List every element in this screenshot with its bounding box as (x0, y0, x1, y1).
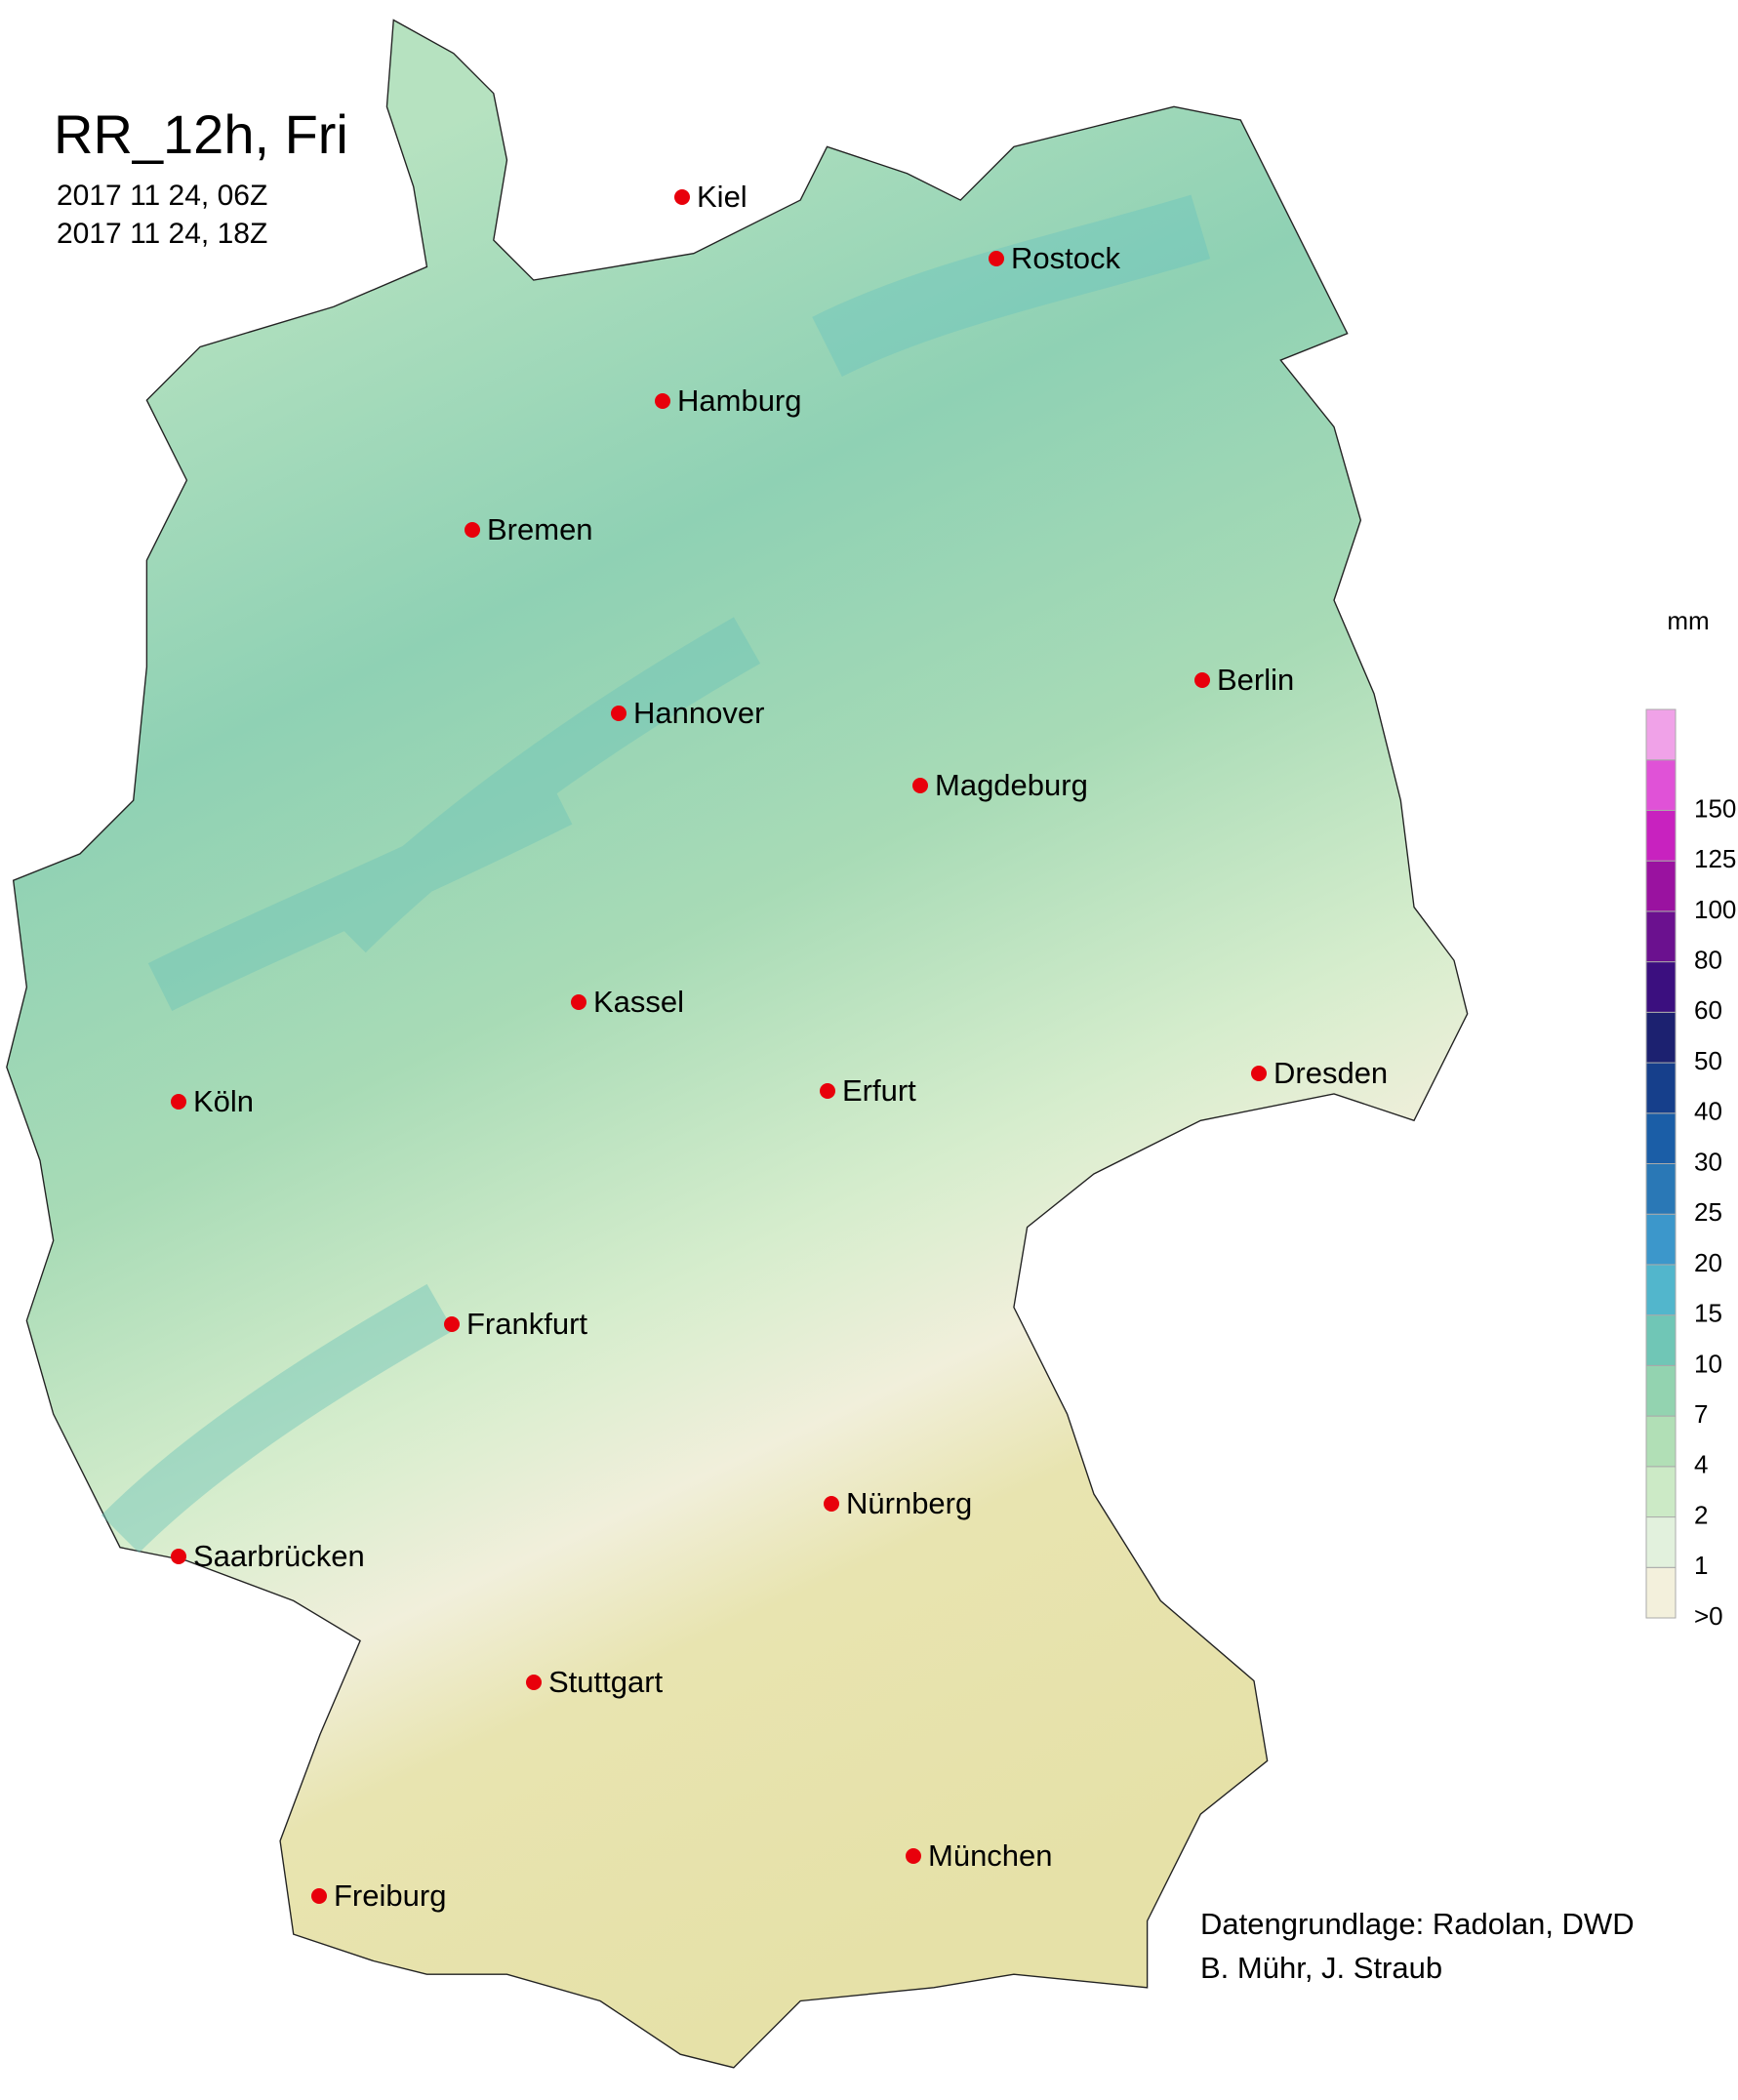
legend-label: 20 (1694, 1248, 1722, 1277)
legend-label: 15 (1694, 1299, 1722, 1328)
legend-label: 2 (1694, 1500, 1708, 1529)
city-label: Kiel (697, 180, 748, 214)
city-dot (171, 1094, 186, 1110)
city-label: Hamburg (677, 384, 802, 418)
city-dot (674, 189, 690, 205)
legend-label: 80 (1694, 945, 1722, 974)
city-dot (1251, 1066, 1267, 1081)
city-dot (906, 1848, 921, 1864)
legend-swatch (1645, 1062, 1677, 1114)
city-dot (444, 1316, 460, 1332)
city-label: Freiburg (334, 1878, 446, 1913)
legend-swatch (1645, 1213, 1677, 1266)
legend-label: 50 (1694, 1046, 1722, 1075)
city-label: Magdeburg (935, 768, 1088, 802)
legend-label: 10 (1694, 1349, 1722, 1378)
city-dot (465, 522, 480, 538)
city-dot (526, 1675, 542, 1690)
legend-label: 25 (1694, 1197, 1722, 1227)
city-label: Frankfurt (466, 1307, 587, 1341)
legend-swatch (1645, 1314, 1677, 1366)
legend-swatch (1645, 809, 1677, 862)
legend-label: 150 (1694, 793, 1736, 823)
legend-swatch (1645, 1415, 1677, 1468)
legend-label: 1 (1694, 1551, 1708, 1580)
legend-swatch (1645, 1264, 1677, 1316)
city-label: Saarbrücken (193, 1539, 365, 1573)
legend-label: 4 (1694, 1450, 1708, 1479)
legend-label: 40 (1694, 1097, 1722, 1126)
legend-unit: mm (1667, 606, 1709, 635)
city-label: München (928, 1838, 1053, 1873)
city-label: Dresden (1273, 1056, 1388, 1090)
legend-swatch (1645, 708, 1677, 761)
city-label: Köln (193, 1084, 254, 1118)
legend-label: 30 (1694, 1147, 1722, 1176)
city-dot (824, 1496, 839, 1512)
legend-swatch (1645, 1566, 1677, 1619)
city-dot (655, 393, 670, 409)
city-label: Stuttgart (548, 1665, 664, 1699)
city-dot (912, 778, 928, 793)
germany (6, 19, 1469, 2069)
legend-swatch (1645, 910, 1677, 963)
legend-swatch (1645, 961, 1677, 1013)
legend-swatch (1645, 860, 1677, 912)
legend-swatch (1645, 1466, 1677, 1518)
legend-label: 60 (1694, 995, 1722, 1025)
date: 2017 11 24, 06Z (57, 180, 267, 212)
legend-swatch (1645, 1112, 1677, 1165)
legend-label: >0 (1694, 1601, 1723, 1631)
city-label: Rostock (1011, 241, 1120, 275)
legend-swatch (1645, 1163, 1677, 1215)
credit: Datengrundlage: Radolan, DWD (1200, 1907, 1635, 1941)
legend-swatch (1645, 759, 1677, 811)
legend-label: 100 (1694, 895, 1736, 924)
city-label: Erfurt (842, 1073, 916, 1108)
city-dot (989, 251, 1004, 266)
city-dot (571, 994, 586, 1010)
city-dot (611, 706, 626, 721)
city-label: Nürnberg (846, 1486, 972, 1520)
legend-swatch (1645, 1364, 1677, 1417)
title: RR_12h, Fri (54, 103, 348, 165)
city-dot (1194, 672, 1210, 688)
legend-label: 125 (1694, 844, 1736, 873)
city-label: Hannover (633, 696, 764, 730)
city-dot (171, 1549, 186, 1564)
credit: B. Mühr, J. Straub (1200, 1951, 1442, 1985)
date: 2017 11 24, 18Z (57, 218, 267, 250)
city-label: Bremen (487, 512, 593, 546)
city-dot (820, 1083, 835, 1099)
city-label: Berlin (1217, 663, 1294, 697)
legend-swatch (1645, 1011, 1677, 1064)
legend-label: 7 (1694, 1399, 1708, 1429)
city-label: Kassel (593, 985, 684, 1019)
legend-swatch (1645, 1516, 1677, 1568)
city-dot (311, 1888, 327, 1904)
